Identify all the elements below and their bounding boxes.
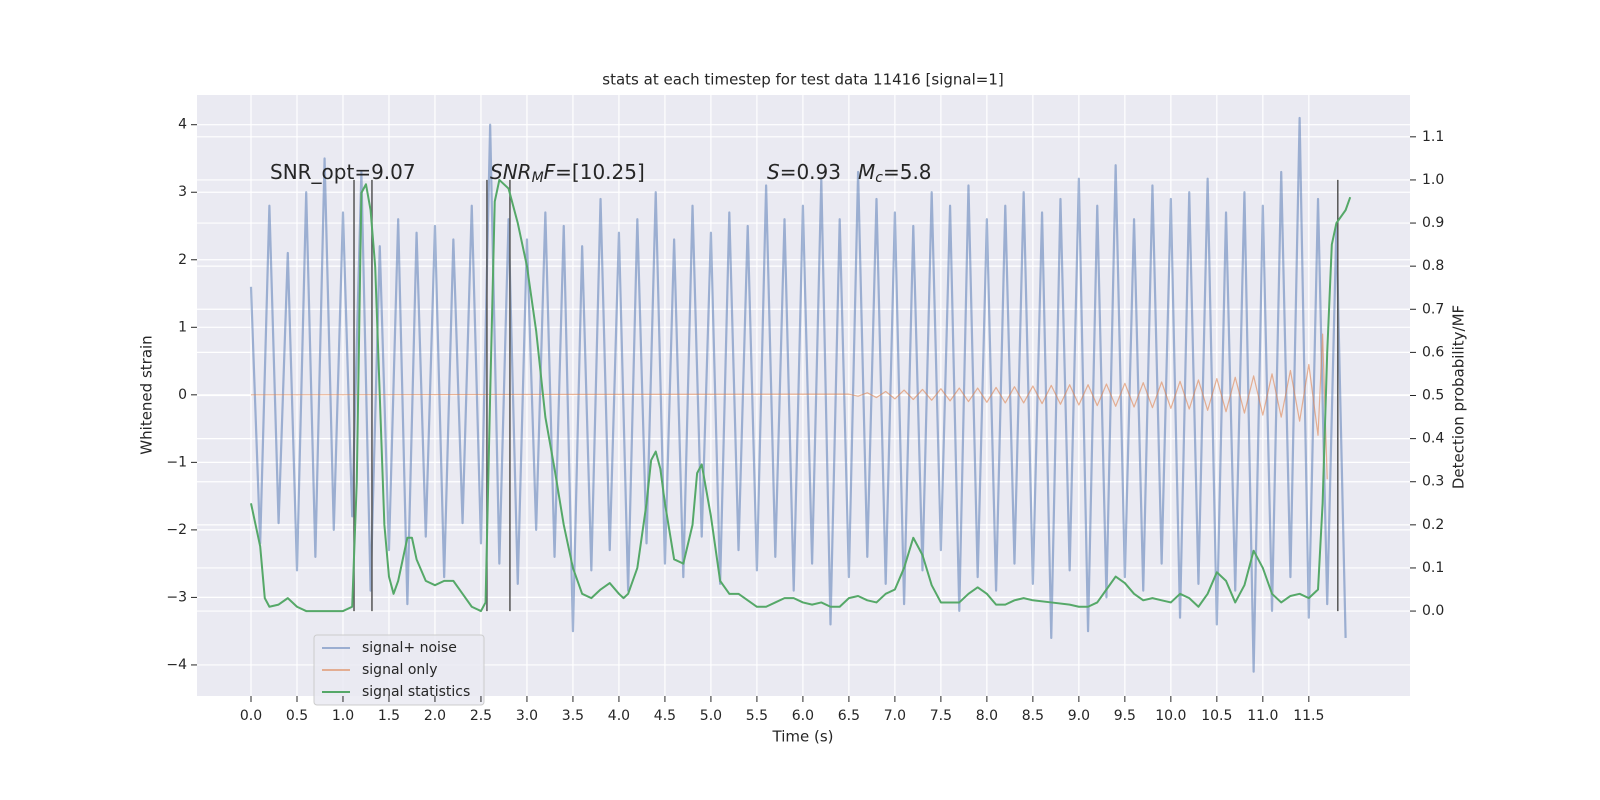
x-tick-label: 4.5 [654, 708, 676, 724]
y2-tick-label: 0.7 [1422, 301, 1444, 317]
x-axis-label: Time (s) [772, 728, 834, 746]
y-tick-label: −3 [166, 589, 187, 605]
annotation-symbol: S [767, 160, 780, 184]
annotation-text: =0.93 [780, 160, 841, 184]
y2-tick-label: 0.3 [1422, 474, 1444, 490]
y2-axis-label: Detection probability/MF [1450, 305, 1468, 489]
y2-tick-label: 0.9 [1422, 215, 1444, 231]
legend-label: signal statistics [362, 684, 470, 700]
y-tick-label: 3 [178, 184, 187, 200]
x-tick-label: 2.5 [470, 708, 492, 724]
x-tick-label: 2.0 [424, 708, 446, 724]
y2-tick-label: 0.5 [1422, 388, 1444, 404]
annotation: SNRMF=[10.25] [490, 160, 645, 187]
y-tick-label: 0 [178, 387, 187, 403]
x-tick-label: 10.5 [1201, 708, 1232, 724]
x-tick-label: 0.5 [286, 708, 308, 724]
x-tick-label: 9.5 [1114, 708, 1136, 724]
annotation: Mc=5.8 [858, 160, 932, 187]
y-axis-label: Whitened strain [138, 335, 156, 454]
x-tick-label: 8.0 [976, 708, 998, 724]
x-tick-label: 11.5 [1293, 708, 1324, 724]
annotation-text: =[10.25] [555, 160, 645, 184]
y-tick-label: −1 [166, 454, 187, 470]
x-tick-label: 5.0 [700, 708, 722, 724]
series-line [250, 333, 1328, 480]
annotation-subscript: c [875, 170, 883, 186]
plot-layer [197, 95, 1410, 696]
x-tick-label: 3.0 [516, 708, 538, 724]
x-tick-label: 9.0 [1068, 708, 1090, 724]
annotation-symbol: F [544, 160, 556, 184]
legend-label: signal+ noise [362, 640, 457, 656]
legend-box [313, 634, 485, 706]
y2-tick-label: 1.1 [1422, 129, 1444, 145]
x-tick-label: 6.0 [792, 708, 814, 724]
y-tick-label: 1 [178, 319, 187, 335]
y2-tick-label: 0.2 [1422, 517, 1444, 533]
x-tick-label: 5.5 [746, 708, 768, 724]
x-tick-label: 1.0 [332, 708, 354, 724]
y2-tick-label: 0.1 [1422, 560, 1444, 576]
y2-tick-label: 0.8 [1422, 258, 1444, 274]
annotation-text: SNR_opt=9.07 [270, 160, 416, 184]
y2-tick-label: 0.6 [1422, 344, 1444, 360]
annotation-symbol: SNR [490, 160, 532, 184]
x-tick-label: 0.0 [240, 708, 262, 724]
annotation-text: =5.8 [883, 160, 932, 184]
x-tick-label: 11.0 [1247, 708, 1278, 724]
x-tick-label: 10.0 [1155, 708, 1186, 724]
x-tick-label: 8.5 [1022, 708, 1044, 724]
y2-tick-label: 1.0 [1422, 172, 1444, 188]
annotation: S=0.93 [767, 160, 841, 184]
y-tick-label: 2 [178, 252, 187, 268]
x-tick-label: 3.5 [562, 708, 584, 724]
y2-tick-label: 0.4 [1422, 431, 1444, 447]
annotation-subscript: M [532, 170, 544, 186]
annotation: SNR_opt=9.07 [270, 160, 416, 184]
series-line [249, 116, 1347, 673]
x-tick-label: 7.5 [930, 708, 952, 724]
x-tick-label: 4.0 [608, 708, 630, 724]
x-tick-label: 1.5 [378, 708, 400, 724]
series-line [250, 178, 1352, 613]
chart-title: stats at each timestep for test data 114… [602, 71, 1003, 89]
legend-label: signal only [362, 662, 437, 678]
annotation-symbol: M [858, 160, 875, 184]
x-tick-label: 7.0 [884, 708, 906, 724]
legend: signal+ noise signal only signal statistic… [313, 634, 485, 706]
y-tick-label: −2 [166, 522, 187, 538]
x-tick-label: 6.5 [838, 708, 860, 724]
y2-tick-label: 0.0 [1422, 603, 1444, 619]
y-tick-label: −4 [166, 657, 187, 673]
y-tick-label: 4 [178, 117, 187, 133]
